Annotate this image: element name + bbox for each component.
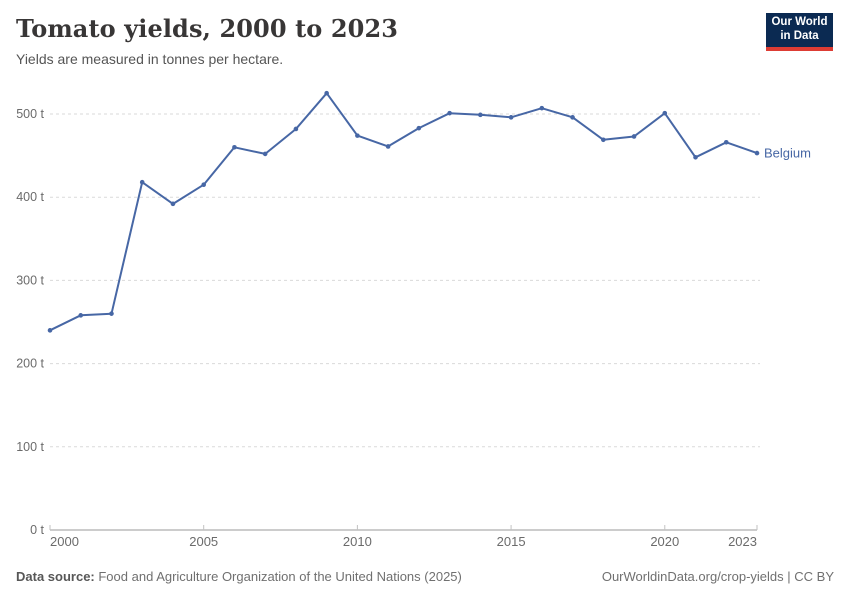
data-source-text: Food and Agriculture Organization of the… bbox=[94, 569, 462, 584]
x-axis-label-2020: 2020 bbox=[650, 534, 679, 549]
data-point-2003[interactable] bbox=[139, 179, 145, 185]
x-axis-label-2015: 2015 bbox=[497, 534, 526, 549]
data-point-2021[interactable] bbox=[693, 154, 698, 160]
data-point-2005[interactable] bbox=[201, 182, 206, 188]
data-point-2015[interactable] bbox=[508, 115, 514, 120]
y-axis-label-400: 400 t bbox=[16, 190, 44, 204]
x-axis-label-2023: 2023 bbox=[728, 534, 757, 549]
x-axis-label-2005: 2005 bbox=[189, 534, 218, 549]
y-axis-label-500: 500 t bbox=[16, 107, 44, 121]
data-point-2022[interactable] bbox=[723, 139, 729, 145]
x-axis-label-2010: 2010 bbox=[343, 534, 372, 549]
page-title: Tomato yields, 2000 to 2023 bbox=[16, 14, 399, 43]
y-axis-label-100: 100 t bbox=[16, 440, 44, 454]
data-point-2004[interactable] bbox=[170, 201, 176, 207]
x-axis-label-2000: 2000 bbox=[50, 534, 79, 549]
y-axis-label-200: 200 t bbox=[16, 357, 44, 371]
data-point-2001[interactable] bbox=[78, 313, 84, 318]
data-point-2009[interactable] bbox=[324, 90, 329, 96]
data-point-2017[interactable] bbox=[570, 115, 575, 120]
data-point-2002[interactable] bbox=[109, 311, 114, 316]
y-axis-label-0: 0 t bbox=[30, 523, 44, 537]
data-point-2013[interactable] bbox=[447, 110, 452, 116]
data-point-2008[interactable] bbox=[293, 126, 299, 132]
data-point-2010[interactable] bbox=[355, 133, 360, 138]
footer-citation-link[interactable]: OurWorldinData.org/crop-yields | CC BY bbox=[601, 569, 834, 584]
data-point-2023[interactable] bbox=[754, 150, 760, 156]
data-point-2007[interactable] bbox=[262, 151, 268, 157]
data-point-2020[interactable] bbox=[662, 110, 668, 116]
data-point-2018[interactable] bbox=[601, 137, 606, 143]
data-point-2014[interactable] bbox=[478, 112, 483, 118]
chart-subtitle: Yields are measured in tonnes per hectar… bbox=[16, 51, 284, 67]
owid-logo[interactable]: Our World in Data bbox=[766, 13, 833, 51]
data-source: Data source: Food and Agriculture Organi… bbox=[16, 569, 462, 584]
data-point-2000[interactable] bbox=[47, 328, 53, 333]
owid-logo-line1: Our World bbox=[771, 16, 828, 29]
data-point-2006[interactable] bbox=[232, 144, 237, 150]
y-axis-label-300: 300 t bbox=[16, 273, 44, 287]
series-label-belgium[interactable]: Belgium bbox=[764, 146, 811, 161]
data-point-2011[interactable] bbox=[385, 144, 391, 149]
owid-logo-line2: in Data bbox=[780, 30, 819, 42]
data-point-2019[interactable] bbox=[631, 134, 637, 139]
data-point-2016[interactable] bbox=[539, 105, 545, 111]
trend-line-belgium[interactable] bbox=[49, 92, 758, 332]
data-point-2012[interactable] bbox=[416, 125, 422, 131]
data-source-label: Data source: bbox=[16, 569, 95, 584]
